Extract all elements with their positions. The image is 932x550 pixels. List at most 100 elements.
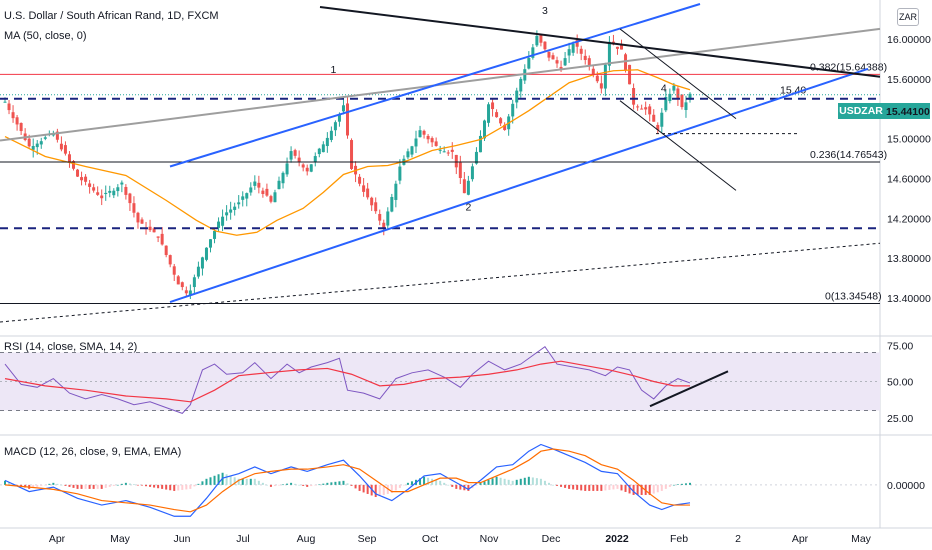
candle-body bbox=[31, 146, 35, 150]
candle-body bbox=[341, 105, 345, 112]
time-tick-label: Feb bbox=[670, 533, 688, 545]
price-tick-label: 15.60000 bbox=[887, 74, 931, 86]
macd-histogram-bar bbox=[282, 484, 285, 486]
macd-histogram-bar bbox=[290, 482, 293, 485]
macd-histogram-bar bbox=[157, 484, 160, 489]
macd-histogram-bar bbox=[543, 480, 546, 485]
macd-histogram-bar bbox=[588, 484, 591, 491]
candle-body bbox=[80, 177, 84, 181]
candle-body bbox=[499, 118, 503, 124]
candle-body bbox=[362, 185, 366, 192]
macd-histogram-bar bbox=[487, 479, 490, 485]
candle-body bbox=[378, 214, 382, 221]
candle-body bbox=[200, 257, 204, 269]
candle-body bbox=[3, 101, 7, 103]
macd-histogram-bar bbox=[193, 484, 196, 487]
macd-histogram-bar bbox=[161, 484, 164, 489]
macd-histogram-bar bbox=[209, 477, 212, 485]
macd-histogram-bar bbox=[96, 484, 99, 489]
candle-body bbox=[160, 233, 164, 245]
macd-histogram-bar bbox=[612, 484, 615, 490]
macd-histogram-bar bbox=[60, 484, 63, 486]
candle-body bbox=[337, 114, 341, 122]
macd-histogram-bar bbox=[8, 482, 11, 485]
macd-histogram-bar bbox=[72, 484, 75, 488]
macd-histogram-bar bbox=[342, 480, 345, 485]
candle-body bbox=[579, 48, 583, 54]
macd-histogram-bar bbox=[237, 478, 240, 485]
candle-body bbox=[418, 130, 422, 138]
candle-body bbox=[269, 196, 273, 202]
candle-body bbox=[660, 112, 664, 127]
candle-body bbox=[132, 203, 136, 213]
time-tick-label: Sep bbox=[358, 533, 377, 545]
candle-body bbox=[587, 58, 591, 66]
candle-body bbox=[543, 41, 547, 50]
rsi-ma-line bbox=[4, 360, 690, 403]
rsi-trendline bbox=[649, 370, 729, 408]
candle-body bbox=[664, 97, 668, 111]
macd-histogram-bar bbox=[169, 484, 172, 491]
candle-body bbox=[511, 103, 515, 117]
last-price-tag bbox=[884, 103, 930, 119]
candle-body bbox=[648, 106, 652, 115]
price-tick-label: 15.00000 bbox=[887, 134, 931, 146]
macd-histogram-bar bbox=[56, 483, 59, 485]
time-tick-label: Dec bbox=[542, 533, 561, 545]
macd-histogram-bar bbox=[241, 478, 244, 485]
macd-histogram-bar bbox=[680, 483, 683, 485]
candle-body bbox=[136, 212, 140, 223]
macd-histogram-bar bbox=[318, 484, 321, 486]
candle-body bbox=[84, 176, 88, 182]
time-tick-label: Nov bbox=[480, 533, 499, 545]
candle-body bbox=[217, 221, 221, 228]
macd-histogram-bar bbox=[660, 484, 663, 491]
candle-body bbox=[394, 183, 398, 200]
candle-body bbox=[599, 83, 603, 89]
currency-badge[interactable]: ZAR bbox=[897, 8, 919, 26]
macd-histogram-bar bbox=[108, 484, 111, 487]
candle-body bbox=[350, 140, 354, 169]
price-tick-label: 13.40000 bbox=[887, 293, 931, 305]
candle-body bbox=[438, 149, 442, 151]
candle-body bbox=[398, 166, 402, 181]
rsi-tick-label: 75.00 bbox=[887, 340, 913, 352]
macd-histogram-bar bbox=[507, 479, 510, 485]
macd-histogram-bar bbox=[116, 484, 119, 486]
fib-label-0236: 0.236(14.76543) bbox=[810, 149, 887, 161]
macd-histogram-bar bbox=[539, 478, 542, 485]
candle-body bbox=[446, 152, 450, 154]
macd-histogram-bar bbox=[467, 484, 470, 491]
candle-body bbox=[100, 195, 104, 199]
wave-label-2: 2 bbox=[465, 201, 471, 213]
candle-body bbox=[563, 58, 567, 66]
macd-histogram-bar bbox=[491, 478, 494, 485]
candle-body bbox=[229, 209, 233, 213]
long-dotted-trendline bbox=[0, 242, 881, 323]
macd-histogram-bar bbox=[390, 484, 393, 493]
candle-body bbox=[27, 138, 31, 147]
wave-label-3: 3 bbox=[542, 5, 548, 17]
macd-histogram-bar bbox=[479, 482, 482, 485]
candle-body bbox=[55, 131, 59, 140]
candle-body bbox=[591, 68, 595, 75]
macd-histogram-bar bbox=[475, 484, 478, 486]
macd-histogram-bar bbox=[394, 484, 397, 491]
macd-histogram-bar bbox=[273, 484, 276, 487]
macd-histogram-bar bbox=[326, 482, 329, 485]
candle-body bbox=[172, 266, 176, 275]
candle-body bbox=[491, 102, 495, 110]
candle-body bbox=[620, 44, 623, 50]
candle-body bbox=[366, 188, 370, 198]
falling-wedge-lower bbox=[619, 100, 737, 191]
candle-body bbox=[225, 212, 229, 216]
macd-histogram-bar bbox=[523, 477, 526, 485]
candle-body bbox=[35, 143, 39, 148]
macd-legend: MACD (12, 26, close, 9, EMA, EMA) bbox=[4, 446, 181, 458]
macd-histogram-bar bbox=[52, 482, 55, 485]
macd-histogram-bar bbox=[330, 482, 333, 485]
macd-histogram-bar bbox=[503, 478, 506, 485]
macd-histogram-bar bbox=[136, 484, 139, 486]
macd-histogram-bar bbox=[527, 476, 530, 485]
